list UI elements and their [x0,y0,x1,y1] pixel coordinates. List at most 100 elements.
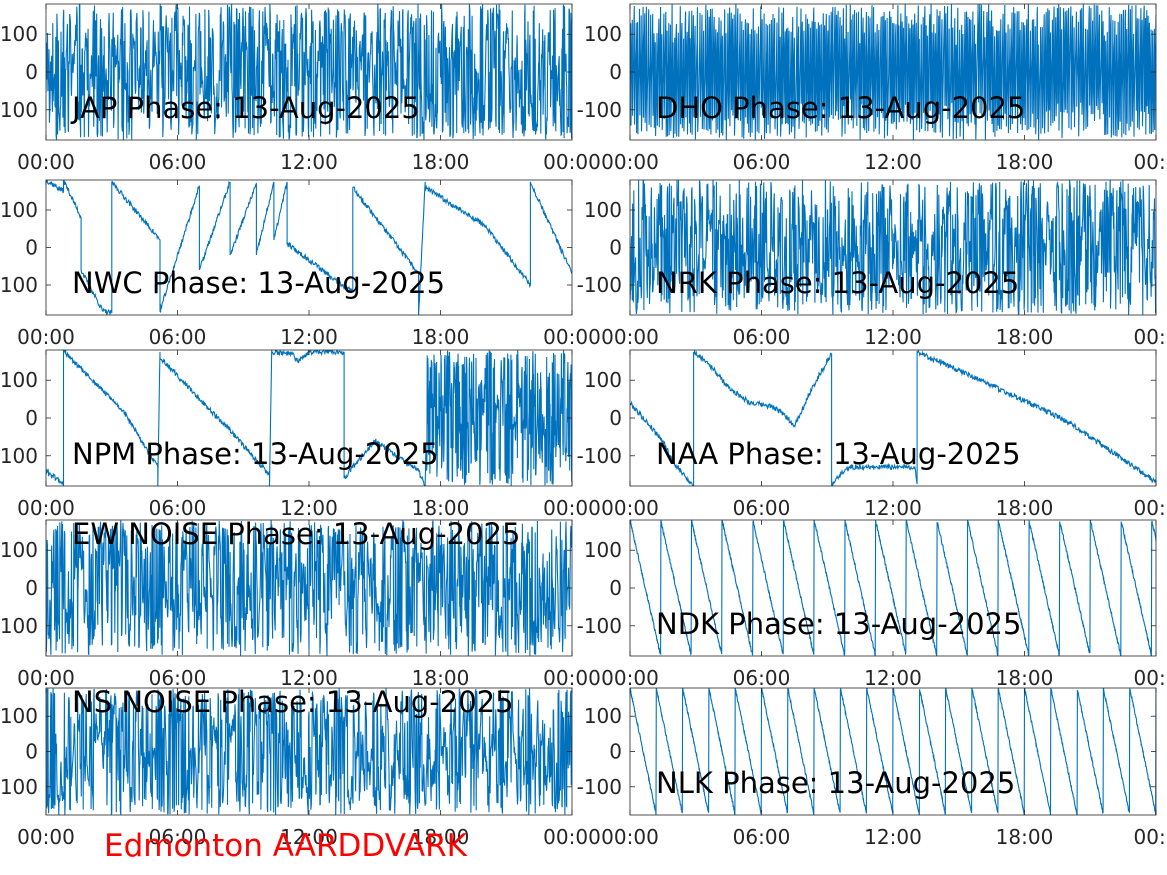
x-tick-label: 18:00 [996,666,1054,690]
phase-series-line [46,688,572,815]
x-tick-label: 00:00 [543,150,601,174]
x-tick-label: 06:00 [733,150,791,174]
y-tick-label: -100 [577,775,622,799]
phase-series-line [630,350,1156,486]
x-tick-label: 12:00 [864,325,922,349]
x-tick-label: 18:00 [412,325,470,349]
x-tick-label: 18:00 [996,496,1054,520]
x-tick-label: 06:00 [149,825,207,849]
x-tick-label: 12:00 [280,825,338,849]
y-tick-label: 100 [0,198,38,222]
y-tick-label: 100 [584,22,622,46]
x-tick-label: 00:00 [543,496,601,520]
subplot-9: -100 0 100 00:00 06:00 12:00 18:00 00:0 NLK Phas… [577,687,1167,849]
y-tick-label: 100 [584,538,622,562]
x-tick-label: 12:00 [864,150,922,174]
x-tick-label: 18:00 [996,325,1054,349]
x-tick-label: 00:0 [1134,150,1167,174]
x-tick-label: 00:00 [17,666,75,690]
x-tick-label: 12:00 [280,496,338,520]
y-tick-label: 0 [609,406,622,430]
phase-series-line [630,520,1156,656]
y-tick-label: 100 [0,22,38,46]
x-tick-label: 00:0 [1134,325,1167,349]
y-tick-label: 0 [25,60,38,84]
x-tick-label: 00:00 [17,825,75,849]
y-tick-label: 100 [0,614,38,638]
subplot-title: NS NOISE Phase: 13-Aug-2025 [72,685,514,719]
x-tick-label: 18:00 [412,666,470,690]
y-tick-label: -100 [577,444,622,468]
phase-series-line [46,350,572,486]
x-tick-label: 12:00 [280,325,338,349]
y-tick-label: 0 [609,60,622,84]
x-tick-label: 00:0 [1134,496,1167,520]
phase-series-line [46,520,572,656]
y-tick-label: 0 [609,576,622,600]
y-tick-label: -100 [577,273,622,297]
subplot-title: NRK Phase: 13-Aug-2025 [656,266,1019,300]
x-tick-label: 06:00 [733,325,791,349]
subplot-title: NWC Phase: 13-Aug-2025 [72,266,445,300]
x-tick-label: 00:00 [17,325,75,349]
x-tick-label: 12:00 [864,825,922,849]
x-tick-label: 06:00 [149,325,207,349]
y-tick-label: 100 [584,704,622,728]
x-tick-label: 12:00 [280,150,338,174]
subplot-title: DHO Phase: 13-Aug-2025 [656,91,1025,125]
x-tick-label: 18:00 [412,496,470,520]
subplot-6: 100 0 100 00:00 06:00 12:00 18:00 00:00 EW NOISE… [0,517,601,690]
subplot-4: 100 0 100 00:00 06:00 12:00 18:00 00:00 NPM Phas… [0,349,601,520]
y-tick-label: 0 [25,406,38,430]
subplot-5: -100 0 100 00:00 06:00 12:00 18:00 00:0 NAA Phas… [577,349,1167,520]
x-tick-label: 18:00 [996,150,1054,174]
y-tick-label: 100 [0,704,38,728]
subplot-1: -100 0 100 00:00 06:00 12:00 18:00 00:0 DHO Phas… [577,3,1167,174]
y-tick-label: 100 [0,775,38,799]
x-tick-label: 12:00 [864,666,922,690]
x-tick-label: 00:00 [17,150,75,174]
x-tick-label: 00:00 [543,325,601,349]
y-tick-label: 0 [25,236,38,260]
x-tick-label: 06:00 [733,496,791,520]
y-tick-label: 0 [25,576,38,600]
x-tick-label: 12:00 [280,666,338,690]
x-tick-label: 00:0 [1134,825,1167,849]
x-tick-label: 00:00 [601,496,659,520]
x-tick-label: 00:00 [601,325,659,349]
x-tick-label: 00:00 [601,666,659,690]
subplot-title: JAP Phase: 13-Aug-2025 [70,91,420,125]
y-tick-label: 100 [0,273,38,297]
y-tick-label: 0 [609,236,622,260]
x-tick-label: 06:00 [149,150,207,174]
y-tick-label: 100 [0,538,38,562]
x-tick-label: 00:00 [543,666,601,690]
x-tick-label: 06:00 [733,825,791,849]
subplot-8: 100 0 100 00:00 06:00 12:00 18:00 00:00 NS NOISE… [0,685,601,849]
x-tick-label: 12:00 [864,496,922,520]
y-tick-label: -100 [577,614,622,638]
footer-title: Edmonton AARDDVARK [104,828,468,864]
x-tick-label: 06:00 [733,666,791,690]
x-tick-label: 06:00 [149,666,207,690]
x-tick-label: 18:00 [412,825,470,849]
phase-series-line [630,4,1156,140]
phase-series-line [46,4,572,140]
x-tick-label: 18:00 [412,150,470,174]
phase-series-line [630,688,1156,815]
y-tick-label: 100 [584,198,622,222]
subplot-title: NDK Phase: 13-Aug-2025 [656,607,1021,641]
y-tick-label: 0 [25,740,38,764]
x-tick-label: 00:00 [543,825,601,849]
subplot-title: EW NOISE Phase: 13-Aug-2025 [72,517,520,551]
subplot-7: -100 0 100 00:00 06:00 12:00 18:00 00:0 NDK Phas… [577,519,1167,690]
y-tick-label: 0 [609,740,622,764]
x-tick-label: 06:00 [149,496,207,520]
x-tick-label: 00:00 [601,150,659,174]
subplot-title: NLK Phase: 13-Aug-2025 [656,766,1015,800]
x-tick-label: 00:00 [601,825,659,849]
x-tick-label: 00:00 [17,496,75,520]
y-tick-label: 100 [584,368,622,392]
subplot-title: NAA Phase: 13-Aug-2025 [656,437,1021,471]
